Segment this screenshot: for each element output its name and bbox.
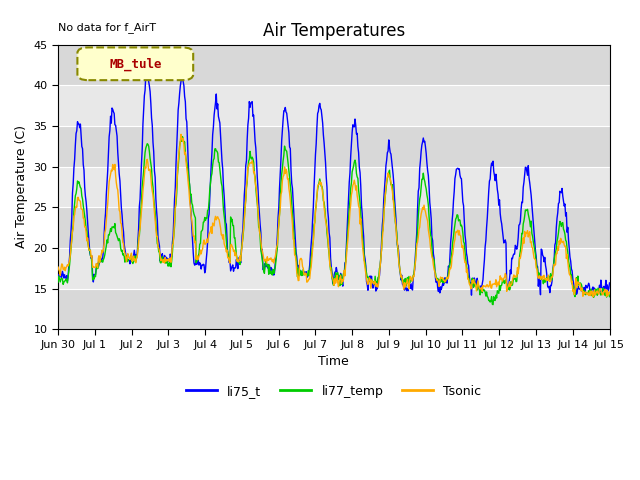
li75_t: [144, 65, 152, 71]
li77_temp: [489, 302, 497, 308]
Bar: [58, 248, 609, 288]
Tsonic: [54, 264, 62, 270]
X-axis label: Time: Time: [319, 355, 349, 368]
Bar: [58, 45, 609, 85]
li75_t: [468, 292, 476, 298]
Text: No data for f_AirT: No data for f_AirT: [58, 22, 156, 33]
Y-axis label: Air Temperature (C): Air Temperature (C): [15, 125, 28, 249]
Tsonic: [269, 256, 277, 262]
Legend: li75_t, li77_temp, Tsonic: li75_t, li77_temp, Tsonic: [181, 380, 486, 403]
Tsonic: [422, 213, 430, 218]
li75_t: [422, 151, 430, 156]
li75_t: [54, 272, 62, 278]
li75_t: [119, 223, 127, 229]
li75_t: [248, 99, 256, 105]
li77_temp: [392, 218, 399, 224]
li77_temp: [605, 294, 613, 300]
Line: li75_t: li75_t: [58, 68, 609, 295]
li77_temp: [54, 279, 62, 285]
Bar: [58, 167, 609, 207]
li75_t: [392, 206, 399, 212]
li77_temp: [179, 134, 186, 140]
li77_temp: [221, 219, 228, 225]
li77_temp: [119, 252, 127, 258]
Bar: [58, 126, 609, 167]
Tsonic: [221, 243, 228, 249]
li75_t: [269, 267, 277, 273]
Tsonic: [248, 158, 256, 164]
Line: li77_temp: li77_temp: [58, 137, 609, 305]
li75_t: [605, 280, 613, 286]
Tsonic: [392, 216, 399, 222]
Tsonic: [177, 132, 185, 137]
Line: Tsonic: Tsonic: [58, 134, 609, 297]
Title: Air Temperatures: Air Temperatures: [262, 22, 405, 40]
FancyBboxPatch shape: [77, 48, 193, 80]
li75_t: [221, 206, 228, 212]
li77_temp: [269, 266, 277, 272]
Bar: [58, 207, 609, 248]
li77_temp: [422, 186, 430, 192]
Text: MB_tule: MB_tule: [109, 57, 161, 71]
Bar: [58, 288, 609, 329]
Tsonic: [589, 294, 597, 300]
li77_temp: [248, 154, 256, 160]
Tsonic: [605, 289, 613, 295]
Bar: [58, 85, 609, 126]
Tsonic: [119, 240, 127, 245]
